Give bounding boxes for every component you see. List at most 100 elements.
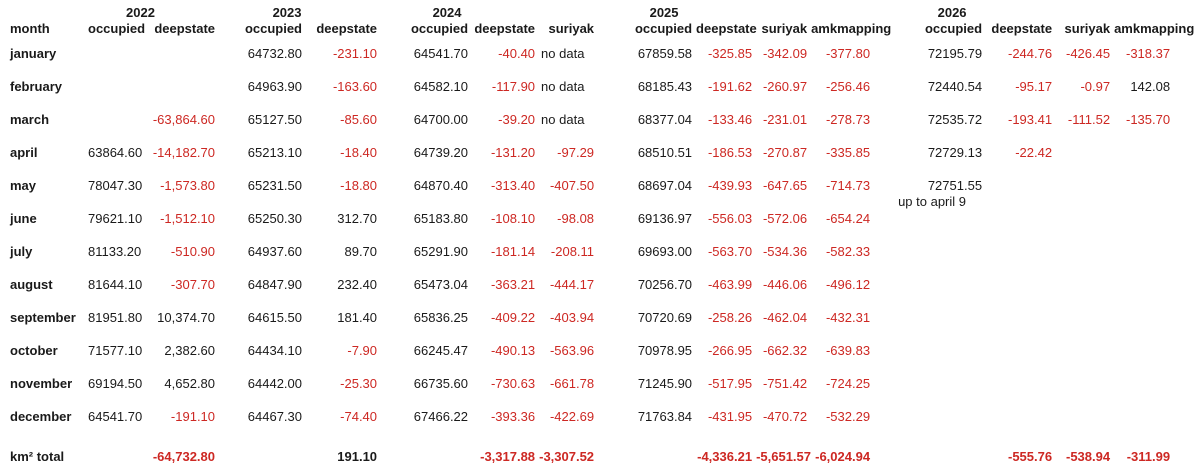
value-cell: -111.52 xyxy=(1067,112,1111,127)
table-row: december 64541.70 -191.10 64467.30 -74.40 674… xyxy=(0,400,1174,433)
value-cell: -654.24 xyxy=(825,211,871,226)
value-cell: -730.63 xyxy=(490,376,536,391)
col-header-2024-deepstate: deepstate xyxy=(474,21,536,36)
value-cell: -18.80 xyxy=(340,178,378,193)
total-cell: -3,317.88 xyxy=(480,449,536,464)
table-row: june 79621.10 -1,512.10 65250.30 312.70 65183… xyxy=(0,202,1174,235)
total-cell: -5,651.57 xyxy=(756,449,811,464)
value-cell: -270.87 xyxy=(762,145,808,160)
month-label: august xyxy=(10,277,53,292)
value-cell xyxy=(874,268,986,301)
value-cell: -22.42 xyxy=(1015,145,1053,160)
corner-cell xyxy=(0,5,88,21)
value-cell: 64739.20 xyxy=(413,145,469,160)
value-cell: -0.97 xyxy=(1080,79,1111,94)
value-cell xyxy=(88,70,141,103)
value-cell xyxy=(874,334,986,367)
value-cell: -325.85 xyxy=(707,46,753,61)
value-cell: -724.25 xyxy=(825,376,871,391)
value-cell: -662.32 xyxy=(762,343,808,358)
value-cell: 64847.90 xyxy=(247,277,303,292)
month-label: june xyxy=(10,211,37,226)
value-cell: 65836.25 xyxy=(413,310,469,325)
value-cell: 69194.50 xyxy=(88,376,143,391)
value-cell: -393.36 xyxy=(490,409,536,424)
table-row: november 69194.50 4,652.80 64442.00 -25.30 66… xyxy=(0,367,1174,400)
value-cell xyxy=(1114,202,1174,235)
spacer-row xyxy=(0,433,1174,449)
value-cell: -1,573.80 xyxy=(160,178,216,193)
value-cell: 4,652.80 xyxy=(164,376,216,391)
value-cell xyxy=(1114,400,1174,433)
year-label-2024: 2024 xyxy=(432,5,462,20)
value-cell: -74.40 xyxy=(340,409,378,424)
table-body: january 64732.80 -231.10 64541.70 -40.40 no d… xyxy=(0,37,1174,433)
value-cell: -98.08 xyxy=(557,211,595,226)
value-cell xyxy=(986,268,1056,301)
value-cell: 64467.30 xyxy=(247,409,303,424)
value-cell: 79621.10 xyxy=(88,211,143,226)
table-row: february 64963.90 -163.60 64582.10 -117.90 no… xyxy=(0,70,1174,103)
col-header-2022-deepstate: deepstate xyxy=(154,21,216,36)
value-cell: 71577.10 xyxy=(88,343,143,358)
col-header-2025-occupied: occupied xyxy=(634,21,693,36)
value-cell: -25.30 xyxy=(340,376,378,391)
col-header-2024-suriyak: suriyak xyxy=(548,21,595,36)
value-cell: -95.17 xyxy=(1015,79,1053,94)
value-cell: -14,182.70 xyxy=(152,145,216,160)
col-header-2026-deepstate: deepstate xyxy=(991,21,1053,36)
value-cell: -403.94 xyxy=(549,310,595,325)
value-cell: -439.93 xyxy=(707,178,753,193)
value-cell xyxy=(1056,202,1114,235)
value-cell: -517.95 xyxy=(707,376,753,391)
value-cell: 10,374.70 xyxy=(157,310,216,325)
value-cell: -1,512.10 xyxy=(160,211,216,226)
value-cell: -193.41 xyxy=(1007,112,1053,127)
value-cell: -278.73 xyxy=(825,112,871,127)
value-cell: -313.40 xyxy=(490,178,536,193)
col-header-2026-suriyak: suriyak xyxy=(1064,21,1111,36)
total-cell: -4,336.21 xyxy=(697,449,753,464)
col-header-2024-occupied: occupied xyxy=(410,21,469,36)
value-cell xyxy=(88,103,141,136)
value-cell xyxy=(986,400,1056,433)
value-cell: -18.40 xyxy=(340,145,378,160)
total-cell: -6,024.94 xyxy=(815,449,871,464)
value-cell: -85.60 xyxy=(340,112,378,127)
value-cell: -470.72 xyxy=(762,409,808,424)
value-cell: -208.11 xyxy=(550,244,595,259)
value-cell: -163.60 xyxy=(332,79,378,94)
month-label: november xyxy=(10,376,73,391)
table-row: march -63,864.60 65127.50 -85.60 64700.00 -39… xyxy=(0,103,1174,136)
value-cell: -409.22 xyxy=(490,310,536,325)
table-row: may 78047.30 -1,573.80 65231.50 -18.80 64870.… xyxy=(0,169,1174,209)
value-cell xyxy=(986,235,1056,268)
value-cell: -431.95 xyxy=(707,409,753,424)
table-row: april 63864.60 -14,182.70 65213.10 -18.40 647… xyxy=(0,136,1174,169)
value-cell: -335.85 xyxy=(825,145,871,160)
value-cell: -534.36 xyxy=(762,244,808,259)
value-cell: 72729.13 xyxy=(927,145,983,160)
month-label: september xyxy=(10,310,76,325)
total-cell: -3,307.52 xyxy=(539,449,595,464)
table-row: october 71577.10 2,382.60 64434.10 -7.90 6624… xyxy=(0,334,1174,367)
value-cell: -714.73 xyxy=(825,178,871,193)
value-cell: 69693.00 xyxy=(637,244,693,259)
value-cell: 72440.54 xyxy=(927,79,983,94)
value-cell: 65213.10 xyxy=(247,145,303,160)
col-header-2025-amkmapping: amkmapping xyxy=(811,21,892,36)
value-cell: 64582.10 xyxy=(413,79,469,94)
value-cell: 81951.80 xyxy=(88,310,143,325)
value-cell xyxy=(1114,334,1174,367)
value-cell: -751.42 xyxy=(762,376,808,391)
value-cell xyxy=(986,301,1056,334)
value-cell xyxy=(874,367,986,400)
value-cell xyxy=(1056,301,1114,334)
month-label: april xyxy=(10,145,38,160)
col-header-2026-occupied: occupied xyxy=(924,21,983,36)
value-cell: 64963.90 xyxy=(247,79,303,94)
value-cell: 71763.84 xyxy=(637,409,693,424)
value-cell: 64870.40 xyxy=(413,178,469,193)
value-cell: -463.99 xyxy=(707,277,753,292)
value-cell: -63,864.60 xyxy=(152,112,216,127)
